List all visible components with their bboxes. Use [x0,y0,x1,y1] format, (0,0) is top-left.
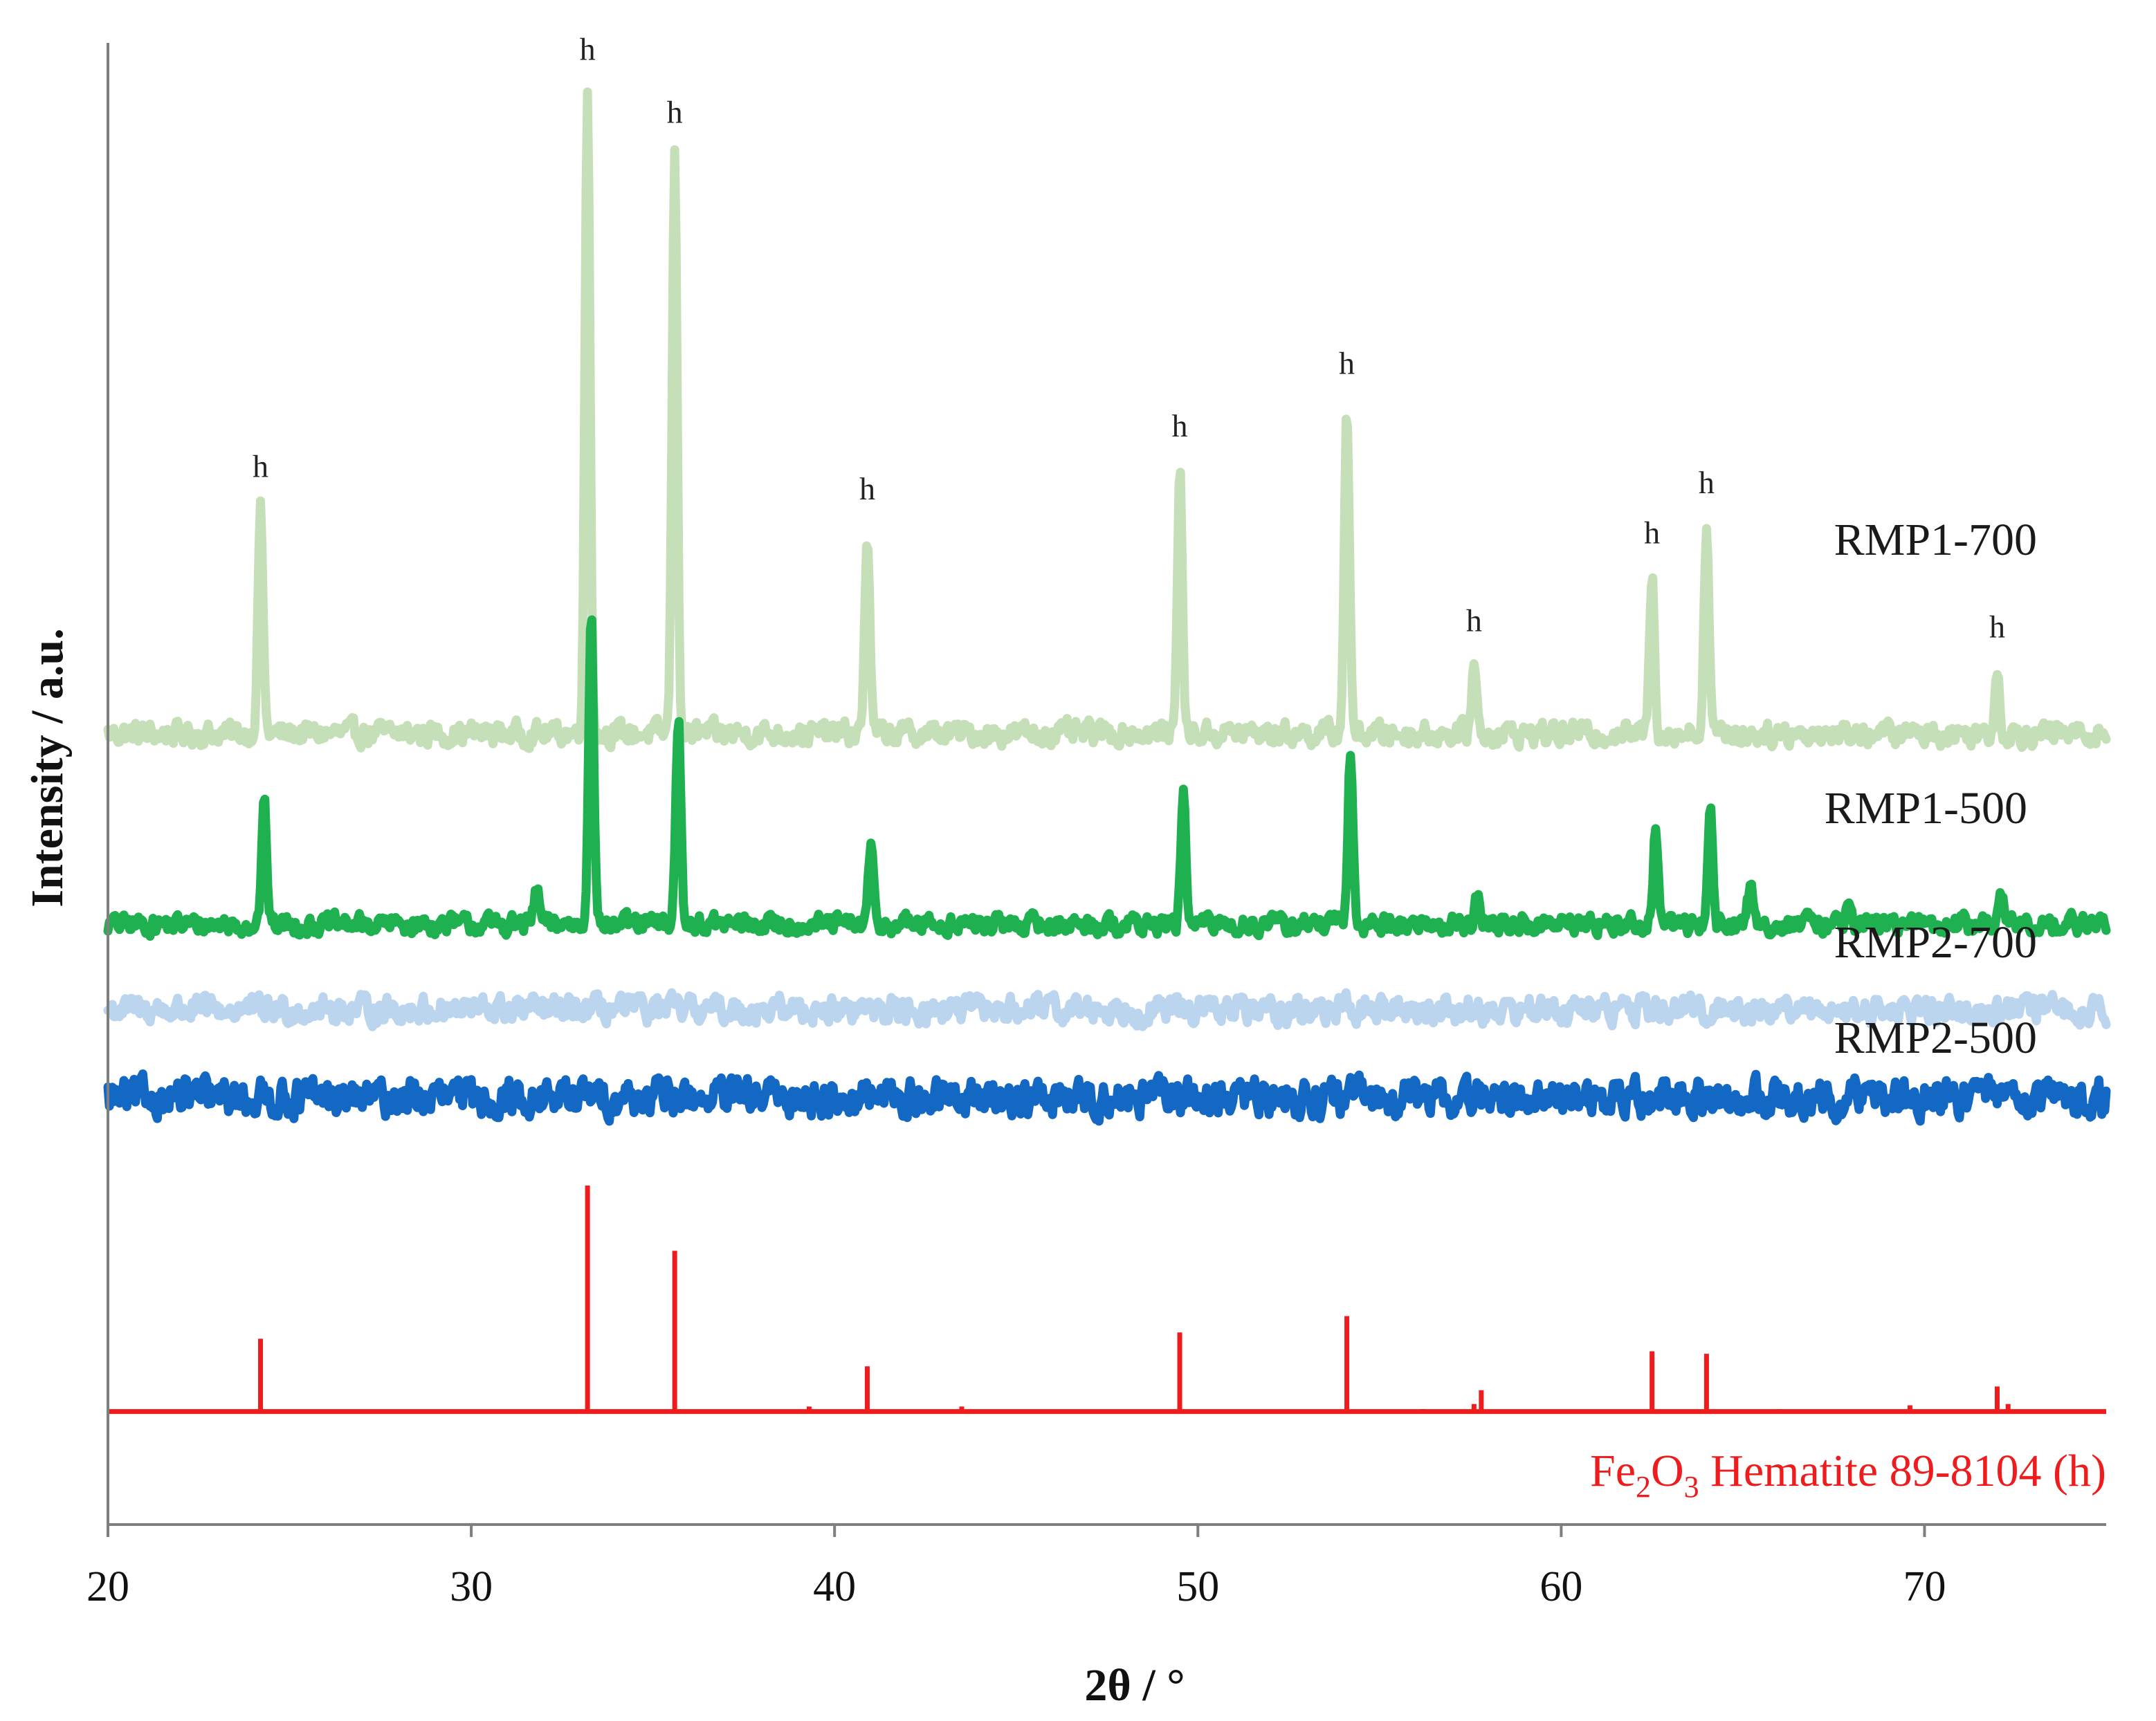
series-line-rmp2-700 [103,988,2111,1031]
x-tick-label: 20 [86,1563,129,1610]
reference-pattern [108,1185,2106,1415]
series-label-rmp1-500: RMP1-500 [1825,783,2027,834]
peak-label: h [859,471,875,506]
x-tick-label: 50 [1176,1563,1219,1610]
x-tick-label: 30 [450,1563,493,1610]
reference-label: Fe2O3 Hematite 89-8104 (h) [1590,1446,2106,1504]
series-line-rmp1-500 [103,615,2111,941]
series-label-rmp1-700: RMP1-700 [1834,515,2037,565]
series-label-rmp2-700: RMP2-700 [1834,917,2037,968]
x-axis-title: 2θ / ° [1084,1660,1185,1711]
x-tick-label: 40 [813,1563,856,1610]
x-tick-label: 70 [1903,1563,1946,1610]
peak-label: h [1339,345,1355,380]
peak-label: h [1172,408,1188,443]
peak-label: h [1699,465,1715,500]
series-label-rmp2-500: RMP2-500 [1834,1013,2037,1063]
series-line-rmp1-700 [103,87,2111,753]
y-axis-title: Intensity / a.u. [22,628,73,907]
peak-label: h [667,94,683,129]
peak-label: h [1989,609,2005,645]
peak-label: h [1644,515,1660,550]
peak-label: h [253,448,268,484]
peak-labels: h h h h h h h h h h [253,32,2005,645]
peak-label: h [1466,603,1482,638]
peak-label: h [580,32,596,67]
x-tick-label: 60 [1540,1563,1582,1610]
series-group [103,87,2111,1126]
series-labels: RMP1-700 RMP1-500 RMP2-700 RMP2-500 [1825,515,2037,1063]
plot-area: h h h h h h h h h h [103,32,2111,1415]
series-line-rmp2-500 [103,1069,2111,1126]
x-axis-ticks: 20 30 40 50 60 70 [86,1525,1946,1610]
